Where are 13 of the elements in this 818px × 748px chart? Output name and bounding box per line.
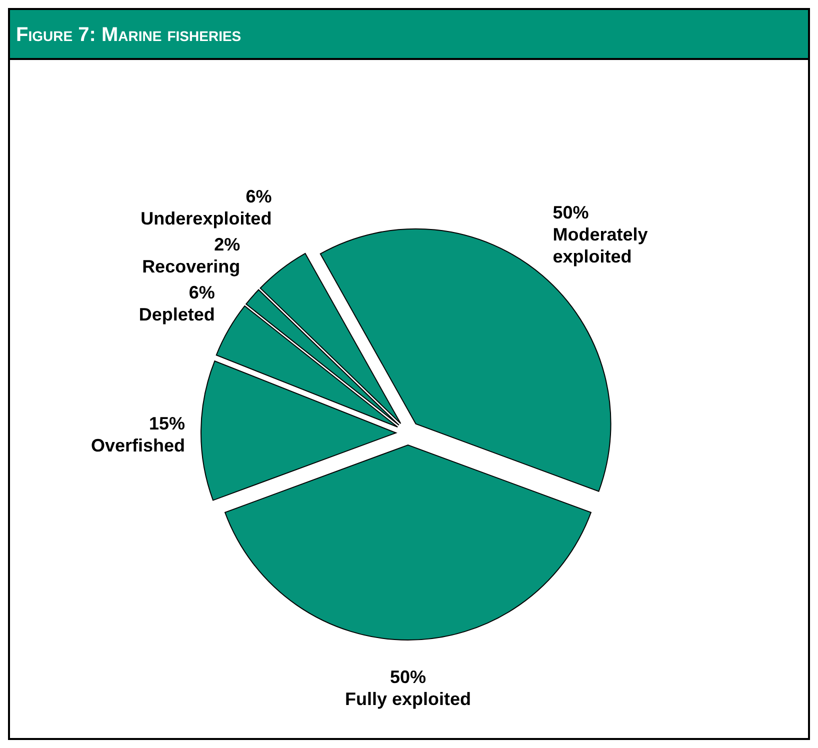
data-label: 50%: [552, 202, 589, 222]
data-label: 2%: [214, 234, 240, 254]
slice-label: Recovering: [142, 256, 240, 276]
data-label: 50%: [390, 667, 426, 687]
slice-label: Depleted: [138, 304, 215, 324]
data-label: 15%: [148, 413, 186, 434]
slice-label: Fully exploited: [344, 689, 472, 709]
data-label: 6%: [246, 186, 272, 206]
slice-label: Underexploited: [140, 208, 272, 228]
data-label: 6%: [188, 282, 215, 302]
slice-label: Overfished: [90, 435, 186, 456]
chart-title: Figure 7: Marine fisheries: [16, 24, 242, 46]
slice-label: Moderately exploited: [552, 224, 648, 266]
